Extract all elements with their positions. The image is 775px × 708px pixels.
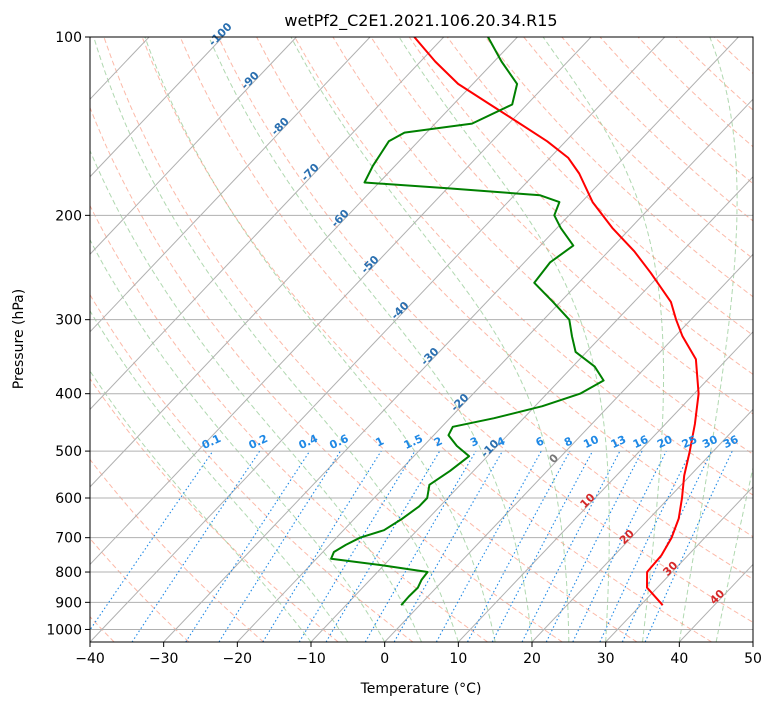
isotherm-gridline	[90, 37, 666, 642]
x-tick-label: 40	[670, 651, 688, 667]
x-axis-label: Temperature (°C)	[360, 681, 482, 697]
mixing-ratio-line	[298, 450, 416, 642]
y-tick-label: 700	[55, 531, 82, 547]
mixing-ratio-line	[262, 450, 382, 642]
axis-ticks: −40 −30 −20 −10 0 10 20 30 40 50 1000 900 800 700 600 5…	[46, 30, 762, 667]
isotherm-gridline	[90, 37, 592, 566]
isotherm-gridline	[236, 98, 753, 642]
moist-adiabat	[90, 370, 312, 642]
isotherm-gridline	[90, 37, 445, 411]
mixing-ratio-line	[218, 450, 341, 642]
y-tick-label: 900	[55, 595, 82, 611]
moist-adiabat	[398, 37, 610, 642]
mixing-ratio-label: 10	[581, 433, 601, 451]
dry-adiabat	[485, 37, 753, 298]
mixing-ratio-line	[572, 450, 667, 642]
y-tick-label: 200	[55, 208, 82, 224]
isotherm-gridline	[90, 37, 371, 333]
isotherm-gridline	[384, 253, 753, 642]
isotherm-gridline	[90, 37, 297, 256]
x-tick-label: −10	[296, 651, 326, 667]
dry-adiabat	[370, 37, 753, 415]
y-axis-label: Pressure (hPa)	[11, 289, 27, 389]
profile-lines	[330, 37, 700, 606]
dry-adiabat	[408, 37, 753, 375]
x-tick-label: 30	[597, 651, 615, 667]
x-tick-label: −30	[149, 651, 179, 667]
x-tick-label: 50	[744, 651, 762, 667]
isotherm-gridline	[531, 408, 753, 642]
mixing-ratio-label: 16	[631, 433, 651, 451]
moist-adiabat	[90, 238, 386, 642]
y-tick-label: 800	[55, 565, 82, 581]
mixing-ratio-label: 13	[609, 433, 628, 451]
mixing-ratio-line	[90, 450, 214, 631]
x-tick-label: −40	[75, 651, 105, 667]
moist-adiabat	[93, 37, 459, 642]
moist-adiabat	[90, 309, 349, 642]
dry-adiabat	[179, 37, 753, 623]
dewpoint-profile-line	[330, 37, 605, 606]
y-tick-label: 100	[55, 30, 82, 46]
dry-adiabat	[90, 458, 264, 642]
background-lines	[90, 37, 753, 642]
isotherm-gridline	[605, 486, 753, 642]
mixing-ratio-label: 30	[700, 433, 720, 451]
isotherm-gridline	[457, 331, 753, 642]
dry-adiabat	[90, 204, 488, 642]
dry-adiabat	[217, 37, 753, 580]
mixing-ratio-label: 20	[655, 433, 675, 451]
moist-adiabat	[208, 37, 533, 642]
x-tick-label: −20	[223, 651, 253, 667]
mixing-ratio-line	[545, 450, 643, 642]
moist-adiabat	[290, 37, 570, 642]
temperature-profile-line	[413, 37, 700, 606]
x-tick-label: 0	[380, 651, 389, 667]
chart-title: wetPf2_C2E1.2021.106.20.34.R15	[284, 11, 557, 31]
dry-adiabat	[90, 106, 563, 642]
dry-adiabat	[141, 37, 712, 642]
moist-adiabat	[144, 37, 496, 642]
isotherm-gridline	[310, 176, 753, 642]
dry-adiabat	[294, 37, 753, 496]
y-tick-label: 300	[55, 313, 82, 329]
y-tick-label: 1000	[46, 622, 82, 638]
mixing-ratio-line	[435, 450, 542, 642]
mixing-ratio-label: 36	[721, 433, 741, 451]
mixing-ratio-line	[131, 450, 261, 642]
dry-adiabat	[103, 37, 638, 642]
y-tick-label: 400	[55, 387, 82, 403]
x-tick-label: 20	[523, 651, 541, 667]
y-tick-label: 500	[55, 444, 82, 460]
y-tick-label: 600	[55, 491, 82, 507]
moist-adiabat	[90, 149, 422, 642]
mixing-ratio-line	[467, 450, 571, 642]
dry-adiabat	[90, 537, 190, 642]
mixing-ratio-line	[644, 450, 733, 642]
moist-adiabat	[715, 465, 753, 642]
mixing-ratio-label: 25	[680, 433, 699, 451]
isotherm-gridline	[90, 37, 224, 178]
mixing-ratio-line	[185, 450, 311, 642]
isotherm-gridline	[90, 37, 518, 488]
x-tick-label: 10	[449, 651, 467, 667]
plot-frame	[89, 36, 754, 643]
isotherm-gridline	[163, 37, 739, 642]
mixing-ratio-line	[393, 450, 503, 642]
